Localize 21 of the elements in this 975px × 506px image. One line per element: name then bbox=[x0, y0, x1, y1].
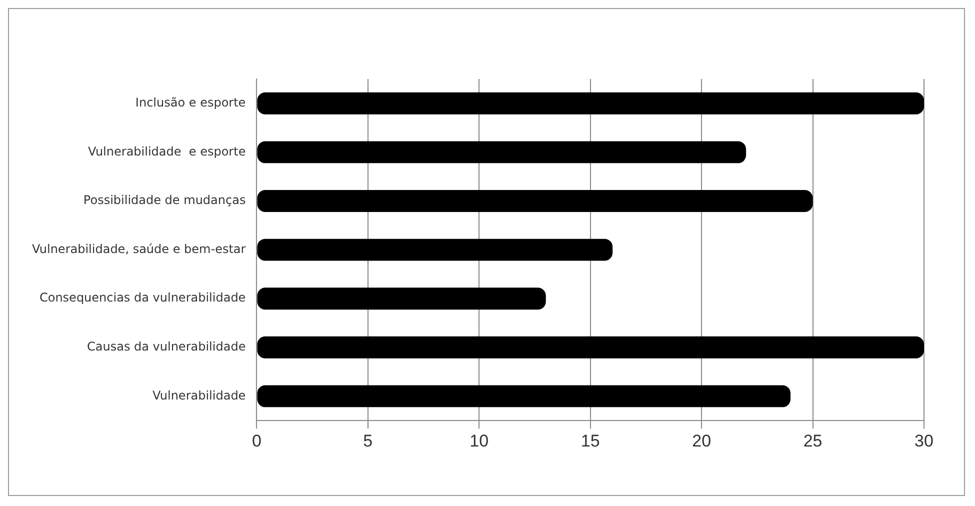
y-tick-label: Vulnerabilidade e esporte bbox=[88, 144, 246, 158]
y-tick-label: Vulnerabilidade bbox=[152, 388, 246, 402]
y-tick-label: Possibilidade de mudanças bbox=[83, 193, 246, 208]
bar bbox=[257, 190, 813, 212]
x-tick-label: 20 bbox=[692, 431, 712, 450]
bar bbox=[257, 288, 546, 310]
x-tick-label: 5 bbox=[363, 431, 373, 450]
y-tick-label: Causas da vulnerabilidade bbox=[86, 340, 246, 354]
y-tick-label: Consequencias da vulnerabilidade bbox=[39, 290, 246, 305]
x-tick-label: 10 bbox=[470, 431, 489, 450]
y-tick-label: Inclusão e esporte bbox=[135, 96, 246, 110]
bar bbox=[257, 385, 791, 408]
y-tick-label: Vulnerabilidade, saúde e bem-estar bbox=[32, 242, 246, 256]
bar bbox=[257, 141, 746, 164]
bar bbox=[257, 336, 924, 358]
x-tick-label: 25 bbox=[803, 431, 822, 450]
x-tick-label: 15 bbox=[580, 431, 600, 450]
bar bbox=[257, 92, 924, 114]
bar bbox=[257, 238, 613, 261]
x-tick-label: 0 bbox=[252, 431, 262, 450]
x-tick-label: 30 bbox=[914, 431, 934, 450]
